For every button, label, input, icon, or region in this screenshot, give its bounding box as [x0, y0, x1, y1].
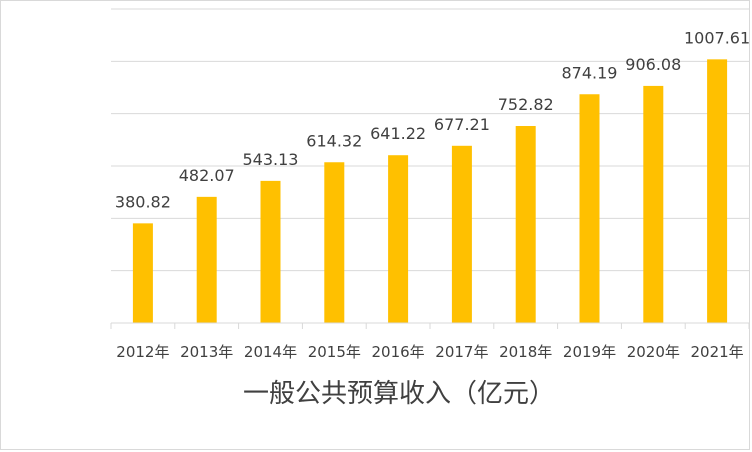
- bar: [707, 59, 728, 324]
- x-tick-label: 2019年: [563, 343, 616, 361]
- bar: [451, 145, 472, 323]
- x-tick-label: 2020年: [627, 343, 680, 361]
- chart-title: 一般公共预算收入（亿元）: [243, 379, 555, 409]
- data-labels: 380.82 482.07 543.13 614.32 641.22 677.21 752.…: [115, 28, 750, 211]
- data-label: 543.13: [243, 150, 299, 169]
- x-tick-label: 2017年: [435, 343, 488, 361]
- bar: [132, 223, 153, 323]
- data-label: 641.22: [370, 124, 426, 143]
- gridlines: [111, 8, 749, 272]
- x-tick-label: 2018年: [499, 343, 552, 361]
- x-tick-label: 2012年: [116, 343, 169, 361]
- x-tick-label: 2015年: [308, 343, 361, 361]
- data-label: 874.19: [562, 63, 618, 82]
- x-tick-label: 2014年: [244, 343, 297, 361]
- data-label: 482.07: [179, 166, 235, 185]
- bars: [132, 59, 728, 324]
- bar: [324, 162, 345, 323]
- x-axis: [110, 322, 750, 329]
- x-tick-label: 2021年: [691, 343, 744, 361]
- data-label: 1007.61: [684, 28, 750, 47]
- x-tick-labels: 2012年 2013年 2014年 2015年 2016年 2017年 2018年 2019年…: [116, 343, 743, 361]
- data-label: 906.08: [625, 55, 681, 74]
- x-tick-label: 2013年: [180, 343, 233, 361]
- data-label: 677.21: [434, 115, 490, 134]
- bar: [579, 94, 600, 323]
- bar: [196, 196, 217, 323]
- data-label: 380.82: [115, 192, 171, 211]
- bar: [260, 180, 281, 323]
- x-tick-label: 2016年: [372, 343, 425, 361]
- data-label: 614.32: [306, 131, 362, 150]
- bar: [643, 85, 664, 324]
- bar: [388, 155, 409, 323]
- data-label: 752.82: [498, 95, 554, 114]
- bar: [515, 126, 536, 323]
